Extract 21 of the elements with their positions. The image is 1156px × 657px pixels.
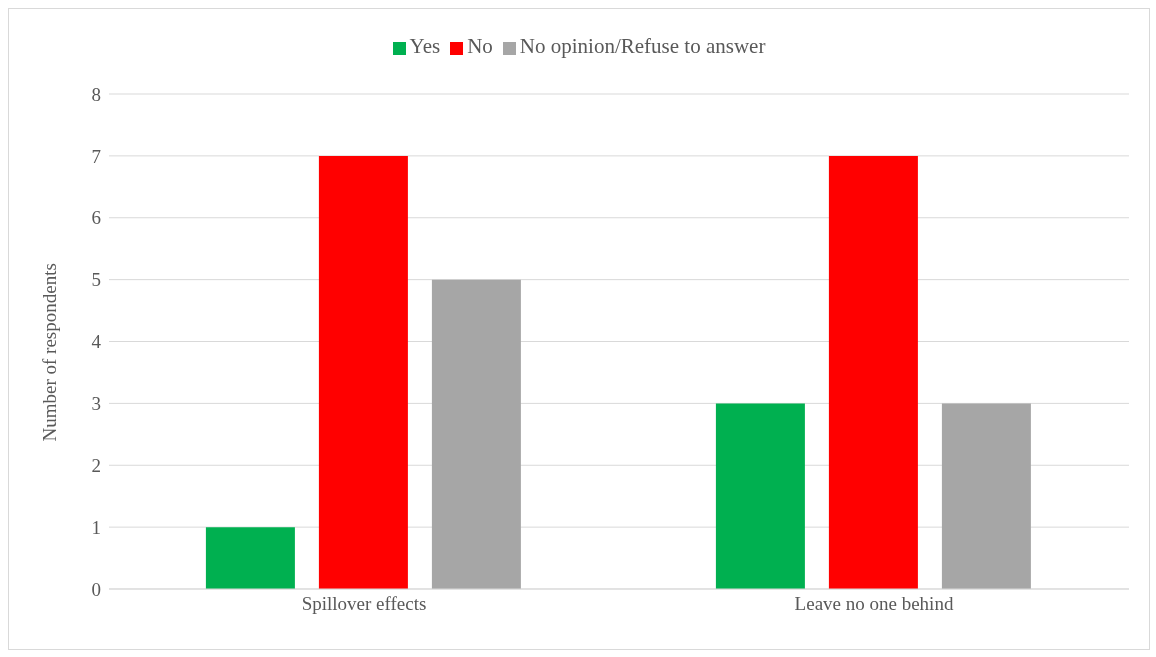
y-tick-label: 4 xyxy=(91,331,102,353)
legend-label: No opinion/Refuse to answer xyxy=(519,34,766,58)
y-tick-label: 1 xyxy=(91,516,101,538)
bar xyxy=(318,155,408,589)
y-tick-label: 2 xyxy=(91,454,101,476)
legend-label: Yes xyxy=(409,34,441,58)
legend-label: No xyxy=(467,34,493,58)
y-tick-label: 3 xyxy=(91,393,101,415)
bar xyxy=(941,403,1031,589)
bar xyxy=(431,279,521,589)
y-axis-title: Number of respondents xyxy=(38,263,60,442)
y-tick-label: 5 xyxy=(91,269,101,291)
bar xyxy=(828,155,918,589)
x-tick-label: Leave no one behind xyxy=(794,593,954,615)
x-tick-label: Spillover effects xyxy=(301,593,427,615)
y-tick-label: 7 xyxy=(91,145,101,167)
y-tick-label: 8 xyxy=(91,83,101,105)
y-tick-label: 6 xyxy=(91,207,101,229)
y-tick-label: 0 xyxy=(91,578,101,600)
bar xyxy=(715,403,805,589)
bar xyxy=(205,527,295,589)
